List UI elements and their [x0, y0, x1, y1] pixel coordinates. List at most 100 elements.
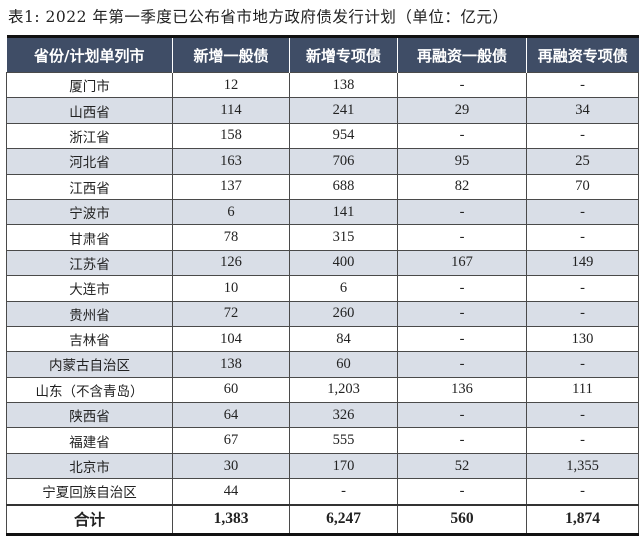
value-cell: 555 — [289, 427, 398, 454]
region-cell: 贵州省 — [6, 300, 173, 327]
table-row: 内蒙古自治区 138 60- - — [6, 351, 639, 378]
value-cell: 78 — [172, 224, 290, 251]
value-cell: 104 — [172, 325, 290, 352]
region-cell: 宁夏回族自治区 — [6, 478, 173, 505]
value-cell: - — [397, 71, 527, 98]
value-cell: - — [397, 198, 527, 225]
value-cell: 114 — [172, 97, 290, 124]
region-cell: 河北省 — [6, 148, 173, 175]
region-cell: 宁波市 — [6, 198, 173, 225]
total-label: 合计 — [6, 503, 173, 535]
region-cell: 大连市 — [6, 275, 173, 302]
value-cell: - — [289, 478, 398, 505]
value-cell: 52 — [397, 452, 527, 479]
value-cell: 326 — [289, 402, 398, 428]
value-cell: 130 — [526, 325, 639, 352]
total-value: 6,247 — [289, 503, 398, 535]
value-cell: - — [397, 325, 527, 352]
value-cell: - — [397, 402, 527, 428]
value-cell: 70 — [526, 173, 639, 200]
value-cell: 138 — [289, 71, 398, 98]
value-cell: 60 — [172, 376, 290, 403]
table-row: 厦门市 12 138- - — [6, 71, 639, 98]
value-cell: - — [526, 224, 639, 251]
region-cell: 江苏省 — [6, 249, 173, 276]
value-cell: 6 — [289, 275, 398, 302]
value-cell: 25 — [526, 148, 639, 175]
region-cell: 福建省 — [6, 427, 173, 454]
value-cell: - — [526, 198, 639, 225]
total-value: 1,874 — [526, 503, 639, 535]
table-row: 北京市 30 170 52 1,355 — [6, 452, 639, 479]
table-row: 浙江省 158 954- - — [6, 122, 639, 149]
total-value: 560 — [397, 503, 527, 535]
value-cell: 29 — [397, 97, 527, 124]
value-cell: 126 — [172, 249, 290, 276]
total-value: 1,383 — [172, 503, 290, 535]
value-cell: - — [526, 71, 639, 98]
value-cell: 111 — [526, 376, 639, 403]
value-cell: - — [526, 351, 639, 378]
region-cell: 山东（不含青岛） — [6, 376, 173, 403]
total-row: 合计 1,383 6,247 560 1,874 — [6, 503, 639, 535]
column-header: 新增专项债 — [289, 36, 398, 73]
column-header: 省份/计划单列市 — [6, 36, 173, 73]
value-cell: - — [397, 224, 527, 251]
value-cell: - — [397, 300, 527, 327]
value-cell: 64 — [172, 402, 290, 428]
value-cell: - — [397, 275, 527, 302]
value-cell: 72 — [172, 300, 290, 327]
value-cell: 149 — [526, 249, 639, 276]
region-cell: 北京市 — [6, 452, 173, 479]
value-cell: 10 — [172, 275, 290, 302]
value-cell: - — [526, 275, 639, 302]
value-cell: 1,203 — [289, 376, 398, 403]
region-cell: 山西省 — [6, 97, 173, 124]
region-cell: 陕西省 — [6, 402, 173, 428]
header-row: 省份/计划单列市 新增一般债 新增专项债 再融资一般债 再融资专项债 — [6, 36, 639, 73]
value-cell: 82 — [397, 173, 527, 200]
region-cell: 江西省 — [6, 173, 173, 200]
table-row: 大连市 10 6- - — [6, 275, 639, 302]
value-cell: 44 — [172, 478, 290, 505]
value-cell: 315 — [289, 224, 398, 251]
table-row: 江苏省 126 400 167 149 — [6, 249, 639, 276]
value-cell: - — [526, 478, 639, 505]
value-cell: 60 — [289, 351, 398, 378]
value-cell: - — [526, 402, 639, 428]
value-cell: 67 — [172, 427, 290, 454]
value-cell: 138 — [172, 351, 290, 378]
value-cell: 30 — [172, 452, 290, 479]
table-row: 甘肃省 78 315- - — [6, 224, 639, 251]
region-cell: 浙江省 — [6, 122, 173, 149]
value-cell: 241 — [289, 97, 398, 124]
value-cell: - — [397, 122, 527, 149]
bond-issuance-table: 省份/计划单列市 新增一般债 新增专项债 再融资一般债 再融资专项债 厦门市 12 138-… — [6, 35, 639, 536]
table-title: 表1: 2022 年第一季度已公布省市地方政府债发行计划（单位：亿元） — [8, 8, 509, 26]
table-row: 宁夏回族自治区 44- - - — [6, 478, 639, 505]
value-cell: 34 — [526, 97, 639, 124]
table-row: 贵州省 72 260- - — [6, 300, 639, 327]
value-cell: 141 — [289, 198, 398, 225]
region-cell: 厦门市 — [6, 71, 173, 98]
value-cell: - — [526, 122, 639, 149]
value-cell: 1,355 — [526, 452, 639, 479]
value-cell: - — [526, 300, 639, 327]
value-cell: 163 — [172, 148, 290, 175]
value-cell: 400 — [289, 249, 398, 276]
value-cell: 84 — [289, 325, 398, 352]
table-row: 河北省 163 706 95 25 — [6, 148, 639, 175]
value-cell: 260 — [289, 300, 398, 327]
region-cell: 吉林省 — [6, 325, 173, 352]
table-row: 福建省 67 555- - — [6, 427, 639, 454]
value-cell: 137 — [172, 173, 290, 200]
table-row: 宁波市 6 141- - — [6, 198, 639, 225]
value-cell: - — [397, 427, 527, 454]
table-row: 山西省 114 241 29 34 — [6, 97, 639, 124]
region-cell: 内蒙古自治区 — [6, 351, 173, 378]
value-cell: 6 — [172, 198, 290, 225]
value-cell: - — [526, 427, 639, 454]
table-row: 吉林省 104 84-130 — [6, 325, 639, 352]
value-cell: 158 — [172, 122, 290, 149]
region-cell: 甘肃省 — [6, 224, 173, 251]
